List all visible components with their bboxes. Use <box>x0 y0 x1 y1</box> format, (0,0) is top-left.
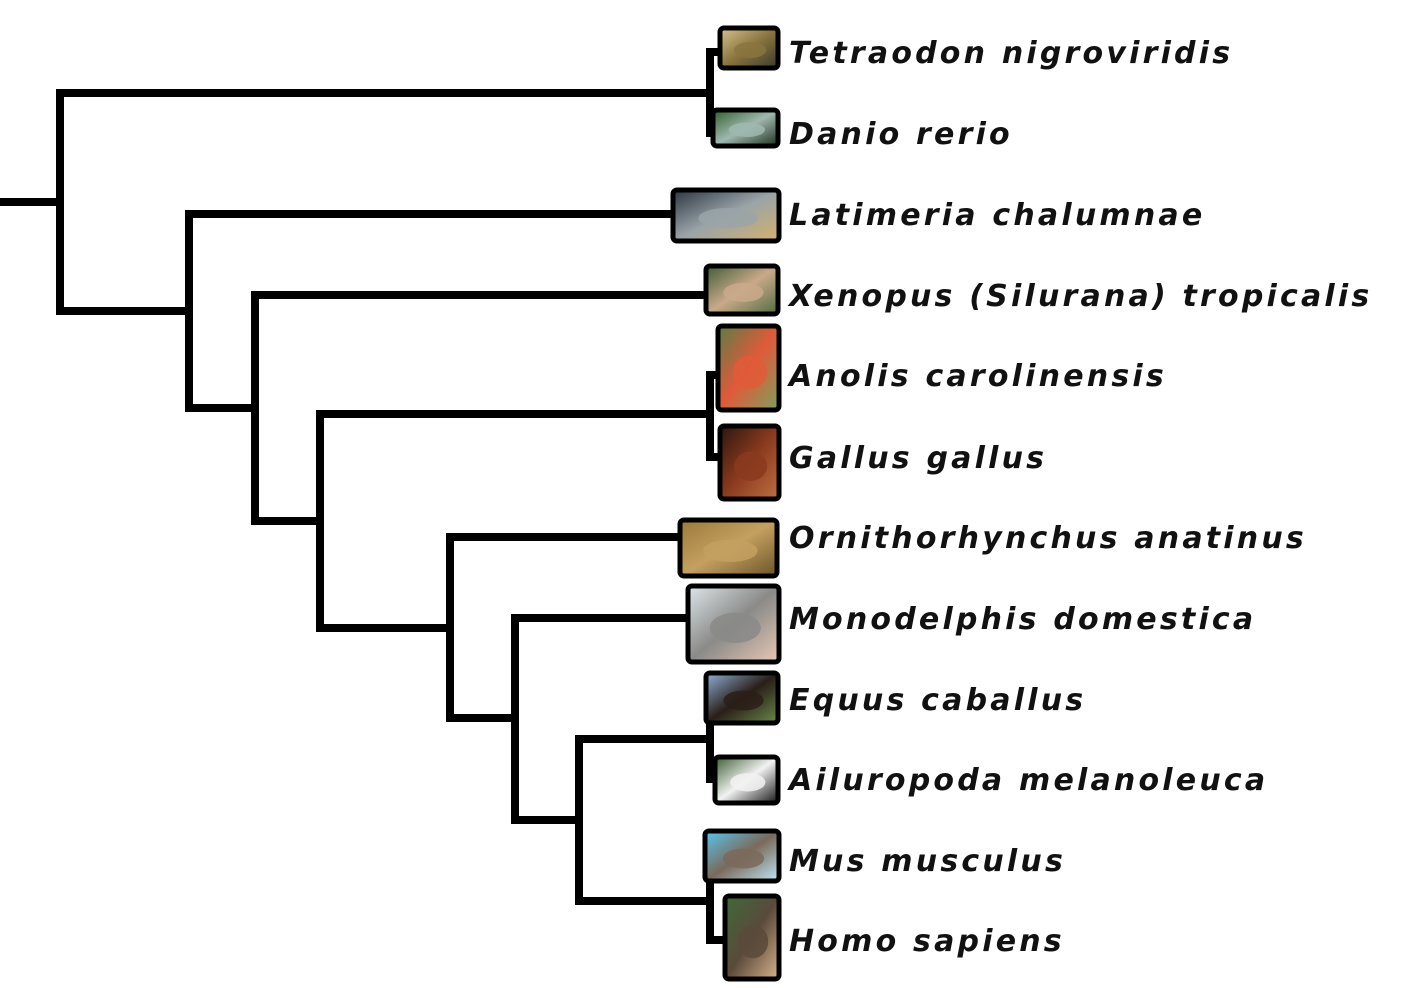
photo-frame <box>712 754 781 806</box>
taxon-label: Anolis carolinensis <box>787 359 1167 394</box>
photo-subject <box>703 539 758 562</box>
photo-subject <box>732 355 767 390</box>
photo-subject <box>722 848 765 869</box>
photo-subject <box>728 122 765 137</box>
photo-frame <box>703 670 781 726</box>
photo-subject <box>734 451 768 481</box>
taxon-label: Danio rerio <box>789 117 1013 152</box>
zebrafish-photo <box>710 107 781 149</box>
taxon-label: Monodelphis domestica <box>789 602 1256 637</box>
opossum-photo <box>685 583 782 665</box>
taxon-label: Gallus gallus <box>789 441 1047 476</box>
taxon-label: Equus caballus <box>789 683 1086 718</box>
pufferfish-photo <box>717 25 781 71</box>
photo-frame <box>710 107 781 149</box>
tree-branches <box>0 48 730 944</box>
taxon-label: Homo sapiens <box>789 924 1065 959</box>
horses-photo <box>703 670 781 726</box>
taxon-label: Tetraodon nigroviridis <box>789 36 1233 71</box>
taxon-label: Xenopus (Silurana) tropicalis <box>787 279 1372 314</box>
photo-subject <box>723 690 764 711</box>
taxon-label: Ornithorhynchus anatinus <box>789 521 1307 556</box>
photo-frame <box>715 323 782 413</box>
photo-frame <box>677 517 780 579</box>
species-photos <box>670 25 782 982</box>
panda-photo <box>712 754 781 806</box>
mouse-photo <box>702 828 782 884</box>
photo-frame <box>685 583 782 665</box>
photo-subject <box>723 282 764 302</box>
taxon-label: Ailuropoda melanoleuca <box>787 763 1268 798</box>
photo-frame <box>670 187 782 244</box>
photo-frame <box>703 263 781 317</box>
photo-subject <box>730 773 766 792</box>
photo-subject <box>737 925 769 959</box>
photo-subject <box>698 207 758 229</box>
anole-photo <box>715 323 782 413</box>
photo-frame <box>717 423 782 502</box>
photo-frame <box>717 25 781 71</box>
humans-photo <box>722 893 782 982</box>
coelacanth-photo <box>670 187 782 244</box>
photo-subject <box>733 42 767 58</box>
taxon-label: Latimeria chalumnae <box>789 198 1205 233</box>
platypus-photo <box>677 517 780 579</box>
photo-frame <box>722 893 782 982</box>
frog-photo <box>703 263 781 317</box>
chicken-photo <box>717 423 782 502</box>
taxon-labels: Tetraodon nigroviridis Danio rerio Latimer… <box>787 36 1372 959</box>
photo-frame <box>702 828 782 884</box>
photo-subject <box>709 612 761 643</box>
taxon-label: Mus musculus <box>789 844 1066 879</box>
